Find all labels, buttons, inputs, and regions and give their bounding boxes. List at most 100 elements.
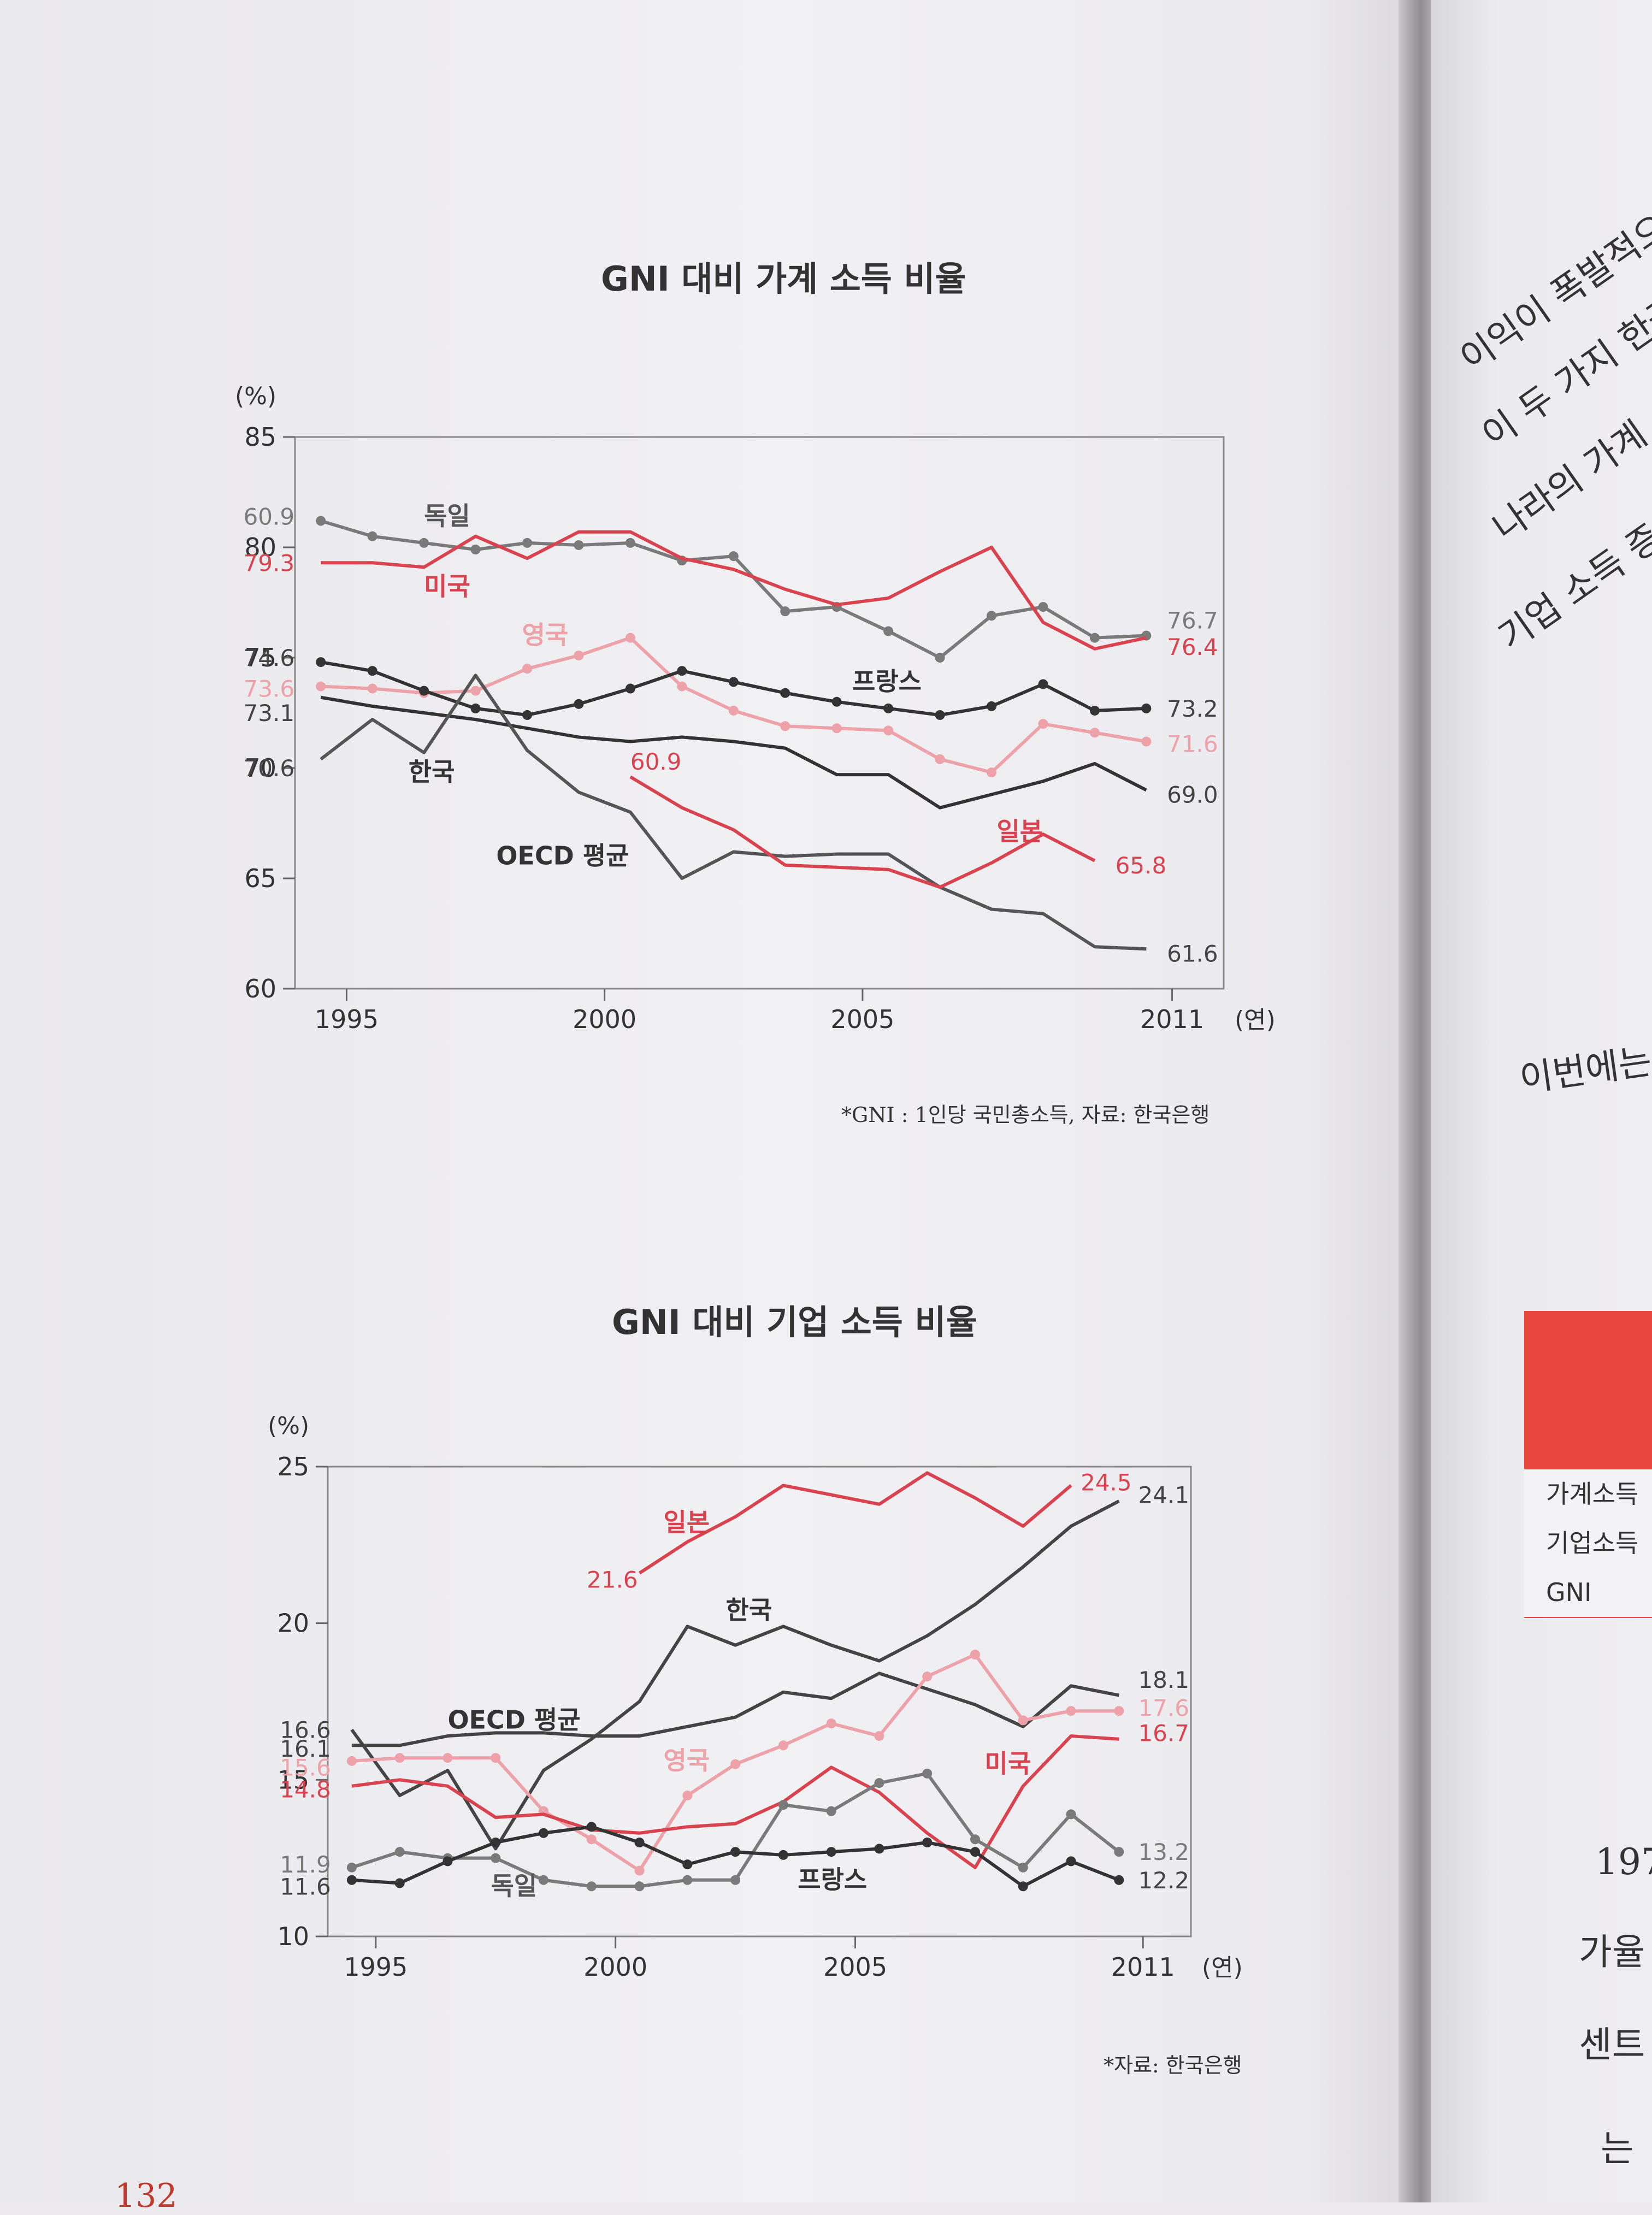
data-point-영국 [922, 1671, 933, 1682]
series-label: 프랑스 [852, 666, 922, 696]
data-point-프랑스 [922, 1838, 933, 1847]
series-line-영국 [321, 636, 1147, 775]
series-label: 영국 [663, 1746, 710, 1775]
data-point-영국 [677, 681, 687, 692]
data-label: 18.1 [1138, 1667, 1189, 1693]
data-label: 11.6 [280, 1873, 331, 1900]
data-point-독일 [826, 1806, 836, 1816]
data-point-프랑스 [586, 1822, 597, 1832]
plot-frame [327, 1466, 1192, 1938]
data-point-영국 [346, 1756, 357, 1766]
data-point-영국 [778, 1740, 788, 1751]
data-point-독일 [883, 626, 894, 636]
data-point-독일 [1038, 602, 1048, 612]
data-label: 73.2 [1167, 695, 1218, 722]
data-point-영국 [730, 1759, 741, 1769]
series-label: 일본 [996, 817, 1043, 846]
data-point-독일 [586, 1881, 597, 1892]
data-point-독일 [1089, 633, 1100, 643]
series-label: OECD 평균 [447, 1705, 580, 1734]
data-point-독일 [987, 611, 996, 621]
right-bottom-line-2: 가율 [1579, 1931, 1645, 1973]
right-bottom-line-4: 는 [1601, 2128, 1634, 2170]
data-label: 11.9 [280, 1851, 331, 1878]
data-label: 74.6 [244, 645, 295, 671]
data-point-영국 [470, 686, 481, 696]
data-point-독일 [634, 1881, 645, 1892]
data-point-프랑스 [970, 1847, 980, 1857]
x-tick-label: 2000 [573, 1005, 636, 1034]
data-point-영국 [522, 664, 532, 674]
data-point-영국 [1141, 736, 1152, 747]
data-point-프랑스 [682, 1859, 693, 1870]
data-label: 60.9 [244, 503, 295, 530]
right-bottom-line-3: 센트 [1579, 2024, 1645, 2066]
data-point-독일 [970, 1834, 980, 1845]
series-label: 독일 [491, 1871, 537, 1900]
data-point-프랑스 [625, 683, 635, 694]
data-point-프랑스 [730, 1847, 741, 1857]
y-tick-label: 20 [277, 1609, 309, 1638]
data-point-프랑스 [728, 677, 739, 687]
y-tick-label: 70 [244, 753, 276, 783]
data-label: 12.2 [1138, 1867, 1189, 1894]
right-page-table: 가계소득 기업소득 GNI [1524, 1311, 1652, 1639]
x-tick-label: 2011 [1111, 1952, 1175, 1982]
series-label: 프랑스 [798, 1865, 867, 1894]
table-row: 기업소득 [1524, 1519, 1652, 1569]
corporate-income-chart: (%) 10 15 20 25 1995 2000 2005 2011 (연) 21.6 24.5 24… [268, 1412, 1243, 1982]
series-line-한국 [350, 1499, 1120, 1851]
x-tick-label: 2005 [823, 1952, 887, 1982]
data-point-독일 [574, 540, 584, 550]
data-label: 24.1 [1138, 1482, 1189, 1509]
data-label: 15.6 [280, 1754, 331, 1781]
x-unit-label: (연) [1235, 1006, 1276, 1034]
data-label: 21.6 [587, 1566, 638, 1593]
series-line-미국 [351, 1734, 1119, 1869]
page-number: 132 [115, 2177, 178, 2215]
data-point-독일 [935, 653, 945, 663]
y-tick-label: 75 [244, 643, 276, 672]
data-point-영국 [826, 1718, 836, 1729]
plot-frame [294, 436, 1225, 990]
data-point-독일 [730, 1875, 741, 1885]
data-point-독일 [728, 551, 739, 562]
data-label: 73.1 [244, 700, 295, 726]
data-point-프랑스 [1066, 1856, 1076, 1866]
y-tick-label: 60 [244, 974, 276, 1003]
data-point-영국 [883, 725, 894, 736]
series-line-독일 [351, 1771, 1120, 1888]
data-point-프랑스 [442, 1856, 453, 1866]
data-point-영국 [1114, 1706, 1124, 1716]
data-point-독일 [470, 545, 481, 555]
data-point-영국 [780, 721, 790, 731]
data-label: 61.6 [1167, 940, 1218, 967]
x-tick-label: 2011 [1140, 1005, 1204, 1034]
data-point-영국 [491, 1753, 501, 1763]
data-label: 73.6 [244, 676, 295, 702]
data-point-독일 [1018, 1862, 1028, 1873]
y-tick-label: 85 [244, 422, 276, 452]
series-label: 한국 [409, 757, 455, 787]
data-point-영국 [625, 633, 635, 643]
data-label: 79.3 [244, 550, 295, 576]
data-point-프랑스 [419, 686, 429, 696]
data-point-프랑스 [1038, 679, 1048, 689]
data-point-영국 [634, 1865, 645, 1876]
chart-title-household: GNI 대비 가계 소득 비율 [601, 259, 966, 299]
x-tick-label: 1995 [315, 1005, 379, 1034]
data-point-영국 [574, 650, 584, 660]
data-point-프랑스 [987, 701, 996, 711]
data-label: 71.6 [1167, 731, 1218, 758]
data-point-독일 [682, 1875, 693, 1885]
chart-title-corporate: GNI 대비 기업 소득 비율 [612, 1302, 977, 1342]
data-point-프랑스 [831, 696, 842, 707]
data-label: 60.9 [630, 748, 682, 775]
data-point-영국 [586, 1834, 597, 1845]
data-point-영국 [1089, 728, 1100, 738]
data-label: 65.8 [1116, 852, 1167, 879]
data-point-독일 [316, 516, 326, 526]
series-label: 미국 [424, 572, 470, 601]
data-point-영국 [442, 1753, 453, 1763]
data-label: 76.4 [1167, 634, 1218, 660]
